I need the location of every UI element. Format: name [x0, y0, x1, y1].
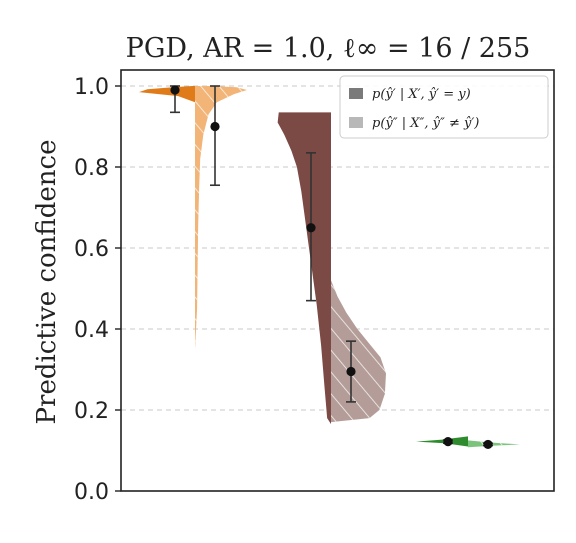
y-tick-label: 0.0 — [74, 480, 109, 505]
mean-point-group-3-right — [483, 439, 493, 450]
violin-hatch-group-3 — [468, 440, 520, 448]
y-tick-label: 1.0 — [74, 75, 109, 100]
violin-hatch-group-2 — [331, 280, 386, 423]
y-tick-label: 0.2 — [74, 399, 109, 424]
legend-label-2: p(ŷ″ | X″, ŷ″ ≠ ŷ′) — [372, 116, 479, 131]
mean-point-group-1-right — [210, 121, 220, 132]
y-tick-label: 0.4 — [74, 318, 109, 343]
legend: p(ŷ′ | X′, ŷ′ = y) p(ŷ″ | X″, ŷ″ ≠ ŷ′) — [339, 75, 549, 139]
mean-point-group-3-left — [443, 436, 453, 447]
violin-hatch-group-1 — [195, 86, 247, 350]
error-bars — [170, 85, 493, 450]
violin-group-3-left — [416, 436, 468, 447]
mean-point-group-2-left — [306, 223, 316, 233]
y-tick-label: 0.6 — [74, 237, 109, 262]
violins — [139, 86, 520, 448]
y-ticks: 0.0 0.2 0.4 0.6 0.8 1.0 — [74, 75, 121, 505]
legend-swatch-2 — [349, 117, 363, 128]
y-axis-label: Predictive confidence — [32, 140, 62, 425]
mean-point-group-1-left — [170, 85, 180, 95]
violin-group-1-left — [139, 86, 195, 103]
violin-group-2-left — [277, 112, 331, 425]
y-tick-label: 0.8 — [74, 156, 109, 181]
legend-swatch-1 — [349, 88, 363, 99]
legend-label-1: p(ŷ′ | X′, ŷ′ = y) — [372, 87, 471, 102]
chart-title: PGD, AR = 1.0, ℓ∞ = 16 / 255 — [126, 33, 531, 64]
plot-frame — [120, 69, 555, 492]
legend-box — [339, 75, 549, 139]
mean-point-group-2-right — [346, 366, 356, 377]
